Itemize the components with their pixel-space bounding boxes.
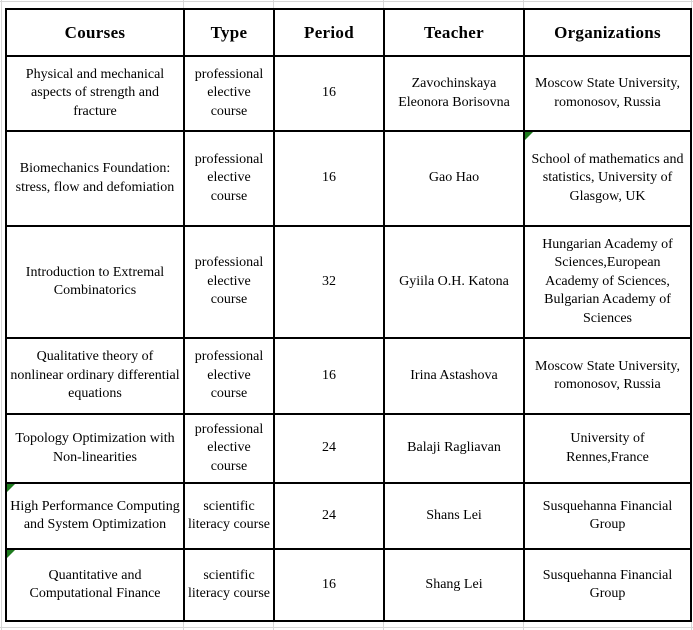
cell-organization[interactable]: School of mathematics and statistics, Un… [523,130,692,227]
cell-period[interactable]: 24 [273,482,385,550]
cell-organization[interactable]: Hungarian Academy of Sciences,European A… [523,225,692,339]
cell-course[interactable]: Biomechanics Foundation: stress, flow an… [5,130,185,227]
gridline-stub [523,619,524,630]
cell-teacher[interactable]: Irina Astashova [383,337,525,415]
error-indicator-triangle [8,485,15,492]
cell-organization[interactable]: Susquehanna Financial Group [523,482,692,550]
table-body: Physical and mechanical aspects of stren… [5,55,692,622]
table-row: Topology Optimization with Non-lineariti… [5,413,692,484]
column-header-course[interactable]: Courses [5,8,185,57]
gridline-stub [273,0,274,8]
column-header-period[interactable]: Period [273,8,385,57]
gridline-stub [183,619,184,630]
cell-course[interactable]: Physical and mechanical aspects of stren… [5,55,185,132]
cell-organization[interactable]: University of Rennes,France [523,413,692,484]
gridline-right [691,0,692,630]
cell-organization[interactable]: Susquehanna Financial Group [523,548,692,622]
table-header: Courses Type Period Teacher Organizations [5,8,692,57]
cell-course[interactable]: High Performance Computing and System Op… [5,482,185,550]
cell-type[interactable]: scientific literacy course [183,482,275,550]
table-row: High Performance Computing and System Op… [5,482,692,550]
error-indicator-triangle [8,551,15,558]
gridline-stub [383,0,384,8]
gridline-stub [273,619,274,630]
cell-organization[interactable]: Moscow State University, romonosov, Russ… [523,55,692,132]
cell-period[interactable]: 16 [273,548,385,622]
cell-teacher[interactable]: Shang Lei [383,548,525,622]
cell-teacher[interactable]: Shans Lei [383,482,525,550]
cell-period[interactable]: 24 [273,413,385,484]
courses-table: Courses Type Period Teacher Organizations Ph… [5,8,692,622]
column-header-type[interactable]: Type [183,8,275,57]
gridline-stub [183,0,184,8]
cell-type[interactable]: professional elective course [183,130,275,227]
cell-period[interactable]: 16 [273,130,385,227]
cell-type[interactable]: professional elective course [183,55,275,132]
cell-organization[interactable]: Moscow State University, romonosov, Russ… [523,337,692,415]
cell-teacher[interactable]: Zavochinskaya Eleonora Borisovna [383,55,525,132]
cell-type[interactable]: scientific literacy course [183,548,275,622]
table-row: Physical and mechanical aspects of stren… [5,55,692,132]
cell-type[interactable]: professional elective course [183,337,275,415]
table-row: Quantitative and Computational Finance sc… [5,548,692,622]
cell-course[interactable]: Quantitative and Computational Finance [5,548,185,622]
column-header-teacher[interactable]: Teacher [383,8,525,57]
cell-teacher[interactable]: Balaji Ragliavan [383,413,525,484]
gridline-left [1,0,2,630]
cell-period[interactable]: 16 [273,337,385,415]
gridline-bottom [0,627,693,628]
cell-period[interactable]: 16 [273,55,385,132]
table-row: Biomechanics Foundation: stress, flow an… [5,130,692,227]
gridline-top [0,1,693,2]
cell-course[interactable]: Introduction to Extremal Combinatorics [5,225,185,339]
cell-type[interactable]: professional elective course [183,225,275,339]
cell-course[interactable]: Qualitative theory of nonlinear ordinary… [5,337,185,415]
gridline-stub [523,0,524,8]
cell-teacher[interactable]: Gyiila O.H. Katona [383,225,525,339]
cell-teacher[interactable]: Gao Hao [383,130,525,227]
column-header-organization[interactable]: Organizations [523,8,692,57]
cell-period[interactable]: 32 [273,225,385,339]
cell-type[interactable]: professional elective course [183,413,275,484]
gridline-stub [383,619,384,630]
table-row: Qualitative theory of nonlinear ordinary… [5,337,692,415]
cell-course[interactable]: Topology Optimization with Non-lineariti… [5,413,185,484]
table-row: Introduction to Extremal Combinatorics pr… [5,225,692,339]
header-row: Courses Type Period Teacher Organizations [5,8,692,57]
error-indicator-triangle [526,133,533,140]
